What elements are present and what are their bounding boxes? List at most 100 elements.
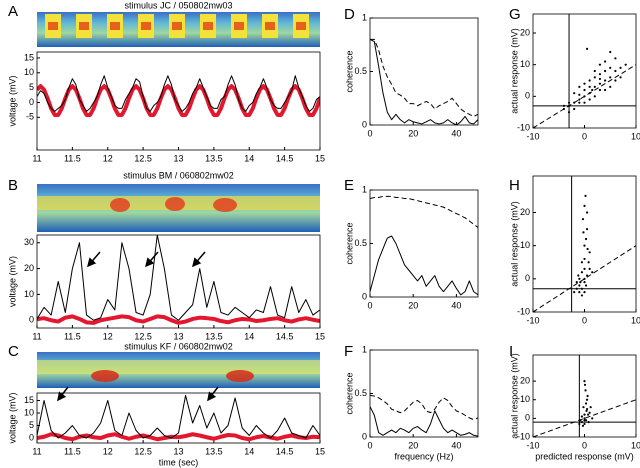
y-tick-label: 0 [525,273,530,283]
scatter-point [593,69,596,73]
scatter-point [588,85,591,88]
panel-title: stimulus BM / 060802mw02 [123,170,234,180]
identity-line [533,245,636,312]
panel-letter: B [8,177,18,194]
scatter-point [583,290,586,294]
y-tick-label: 20 [520,375,530,385]
x-tick-label: 10 [631,131,640,141]
x-axis-label: time (sec) [159,457,199,467]
y-tick-label: 0 [29,315,34,325]
x-tick-label: 20 [408,440,418,450]
x-tick-label: 20 [408,300,418,310]
x-tick-label: 12.5 [134,331,152,341]
y-tick-label: 5 [29,420,34,430]
y-tick-label: 10 [24,289,34,299]
y-tick-label: 15 [24,395,34,405]
plot-area [533,14,636,128]
y-tick-label: 20 [24,263,34,273]
scatter-point [583,383,587,386]
scatter-point [573,92,576,95]
series-line [370,38,478,117]
x-tick-label: 12.5 [134,153,152,163]
axes-box [36,392,321,444]
scatter-point [581,218,585,221]
panel-letter: A [8,3,18,20]
axes-box [532,13,637,129]
scatter-point [614,79,617,82]
scatter-point [609,76,612,79]
scatter-point [581,424,585,427]
scatter-point [583,417,586,420]
arrows [57,251,219,402]
plot-area [37,395,320,442]
scatter-point [583,101,586,104]
scatter-point [587,420,590,424]
y-axis-label: actual response (mV) [509,28,519,114]
scatter-point [583,281,586,284]
y-axis-label: voltage (mV) [7,256,17,307]
x-tick-label: -10 [526,131,539,141]
y-tick-label: -5 [26,112,34,122]
spectrogram-band [37,360,320,374]
scatter-point [587,413,590,416]
scatter-point [585,47,589,50]
scatter-point [586,247,589,251]
scatter-point [583,267,586,270]
scatter-point [604,79,607,82]
y-tick-label: 0 [29,432,34,442]
y-tick-label: 0.5 [354,66,367,76]
y-tick-label: 0 [362,291,367,301]
x-tick-label: 14 [244,446,254,456]
y-tick-label: 0 [525,413,530,423]
scatter-point [584,419,588,422]
scatter-point [580,287,584,290]
scatter-point [573,290,576,294]
x-tick-label: 14.5 [276,446,294,456]
scatter-point [580,261,584,264]
scatter-point [619,76,622,79]
axes-box [369,17,479,126]
panel-letter: D [344,6,355,23]
spectrogram-blob [226,370,254,382]
arrow [145,251,159,268]
y-tick-label: 0.5 [354,238,367,248]
spectrogram-blob [165,197,185,211]
x-tick-label: 0 [582,131,587,141]
y-tick-label: 20 [520,27,530,37]
x-tick-label: 12 [103,153,113,163]
scatter-point [604,69,607,73]
scatter-point [609,66,612,69]
plot-area [533,176,636,312]
x-axis-label: frequency (Hz) [394,451,453,461]
scatter-point [580,420,584,424]
scatter-point [577,274,580,277]
scatter-point [588,267,591,270]
panel-letter: C [8,343,19,360]
axes-box [36,51,321,151]
series-line [370,235,478,296]
panel-title: stimulus JC / 050802mw03 [124,0,232,10]
x-tick-label: 40 [451,300,461,310]
scatter-point [579,419,582,422]
x-tick-label: 0 [367,300,372,310]
x-tick-label: 14.5 [276,331,294,341]
panel-letter: I [509,343,513,360]
scatter-point [583,422,586,426]
scatter-point [588,79,591,82]
y-tick-label: -10 [517,431,530,441]
scatter-point [583,277,586,280]
series-line [37,395,320,439]
x-tick-label: -10 [526,315,539,325]
y-tick-label: 10 [24,67,34,77]
y-tick-label: 1 [362,344,367,354]
scatter-point [585,227,589,231]
scatter-point [579,281,582,284]
x-tick-label: 13.5 [205,153,223,163]
scatter-point [619,66,622,69]
y-tick-label: 0 [525,91,530,101]
y-tick-label: 10 [520,59,530,69]
